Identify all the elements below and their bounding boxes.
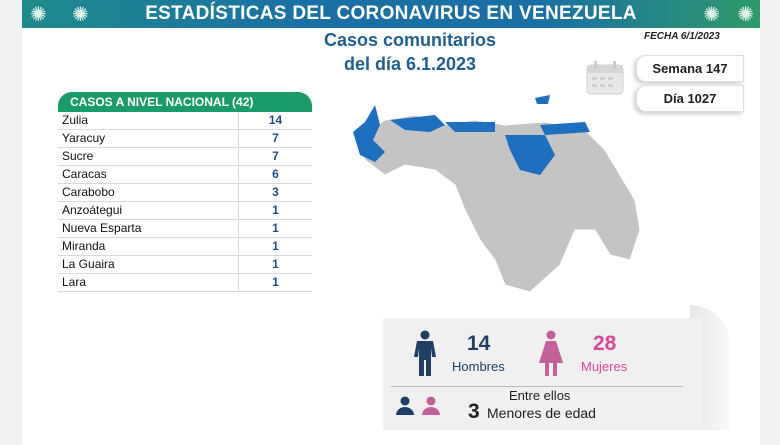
map-region-zulia xyxy=(353,105,385,162)
case-count: 7 xyxy=(272,131,279,145)
case-count: 1 xyxy=(272,275,279,289)
divider xyxy=(391,386,683,387)
minors-label: Menores de edad xyxy=(487,405,596,421)
map-region-sucre xyxy=(540,122,590,135)
state-name: Miranda xyxy=(58,238,239,255)
table-row: Caracas 6 xyxy=(58,166,312,184)
cases-table: CASOS A NIVEL NACIONAL (42) Zulia 14 Yarac… xyxy=(58,92,312,292)
state-name: Yaracuy xyxy=(58,130,239,147)
demographics-panel: 14 Hombres 28 Mujeres Entre ellos 3 Meno… xyxy=(383,318,703,430)
day-badge: Día 1027 xyxy=(636,85,744,112)
week-badge: Semana 147 xyxy=(636,55,744,82)
table-row: Nueva Esparta 1 xyxy=(58,220,312,238)
woman-icon xyxy=(539,330,563,376)
case-count: 1 xyxy=(272,221,279,235)
page-title: ESTADÍSTICAS DEL CORONAVIRUS EN VENEZUEL… xyxy=(145,3,637,24)
venezuela-map xyxy=(353,95,641,293)
table-row: La Guaira 1 xyxy=(58,256,312,274)
state-name: La Guaira xyxy=(58,256,239,273)
virus-icon: ✺ xyxy=(72,4,89,26)
men-count: 14 xyxy=(467,332,491,355)
map-region-anzoategui xyxy=(505,135,555,175)
among-label: Entre ellos xyxy=(509,388,571,403)
map-region-central xyxy=(445,122,495,132)
state-name: Caracas xyxy=(58,166,239,183)
minors-count: 3 xyxy=(468,400,480,423)
table-row: Carabobo 3 xyxy=(58,184,312,202)
virus-icon: ✺ xyxy=(737,4,754,26)
state-name: Sucre xyxy=(58,148,239,165)
case-count: 7 xyxy=(272,149,279,163)
date-label: FECHA 6/1/2023 xyxy=(644,31,720,42)
table-row: Zulia 14 xyxy=(58,112,312,130)
calendar-icon xyxy=(586,61,624,95)
table-row: Miranda 1 xyxy=(58,238,312,256)
case-count: 14 xyxy=(268,113,283,127)
table-row: Anzoátegui 1 xyxy=(58,202,312,220)
left-border xyxy=(0,0,22,445)
state-name: Zulia xyxy=(58,112,239,129)
map-country xyxy=(354,114,641,293)
table-row: Yaracuy 7 xyxy=(58,130,312,148)
state-name: Anzoátegui xyxy=(58,202,239,219)
women-label: Mujeres xyxy=(581,359,628,374)
subtitle-date: del día 6.1.2023 xyxy=(343,54,477,74)
case-count: 1 xyxy=(272,203,279,217)
virus-icon: ✺ xyxy=(30,4,47,26)
virus-icon: ✺ xyxy=(703,4,720,26)
case-count: 3 xyxy=(272,185,279,199)
table-header: CASOS A NIVEL NACIONAL (42) xyxy=(58,92,312,112)
subtitle: Casos comunitarios xyxy=(323,30,497,50)
state-name: Lara xyxy=(58,274,239,291)
right-border xyxy=(760,0,780,445)
man-icon xyxy=(414,330,436,376)
case-count: 6 xyxy=(272,167,279,181)
table-row: Sucre 7 xyxy=(58,148,312,166)
case-count: 1 xyxy=(272,257,279,271)
state-name: Carabobo xyxy=(58,184,239,201)
women-count: 28 xyxy=(593,332,617,355)
minors-icon xyxy=(396,396,440,415)
case-count: 1 xyxy=(272,239,279,253)
map-region-lara-yaracuy xyxy=(390,115,445,132)
table-row: Lara 1 xyxy=(58,274,312,292)
men-label: Hombres xyxy=(452,359,505,374)
map-region-nueva-esparta xyxy=(535,95,550,104)
state-name: Nueva Esparta xyxy=(58,220,239,237)
header-banner: ✺ ✺ ESTADÍSTICAS DEL CORONAVIRUS EN VENE… xyxy=(22,0,760,28)
